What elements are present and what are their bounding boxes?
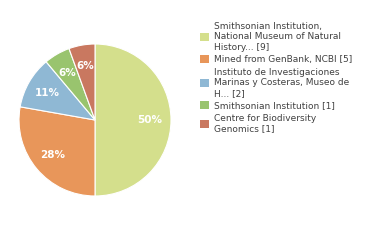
Text: 6%: 6% xyxy=(77,61,94,71)
Text: 11%: 11% xyxy=(35,88,60,98)
Legend: Smithsonian Institution,
National Museum of Natural
History... [9], Mined from G: Smithsonian Institution, National Museum… xyxy=(198,20,354,135)
Wedge shape xyxy=(69,44,95,120)
Text: 28%: 28% xyxy=(41,150,66,160)
Wedge shape xyxy=(20,62,95,120)
Text: 50%: 50% xyxy=(137,115,162,125)
Wedge shape xyxy=(95,44,171,196)
Wedge shape xyxy=(46,48,95,120)
Wedge shape xyxy=(19,107,95,196)
Text: 6%: 6% xyxy=(59,68,76,78)
